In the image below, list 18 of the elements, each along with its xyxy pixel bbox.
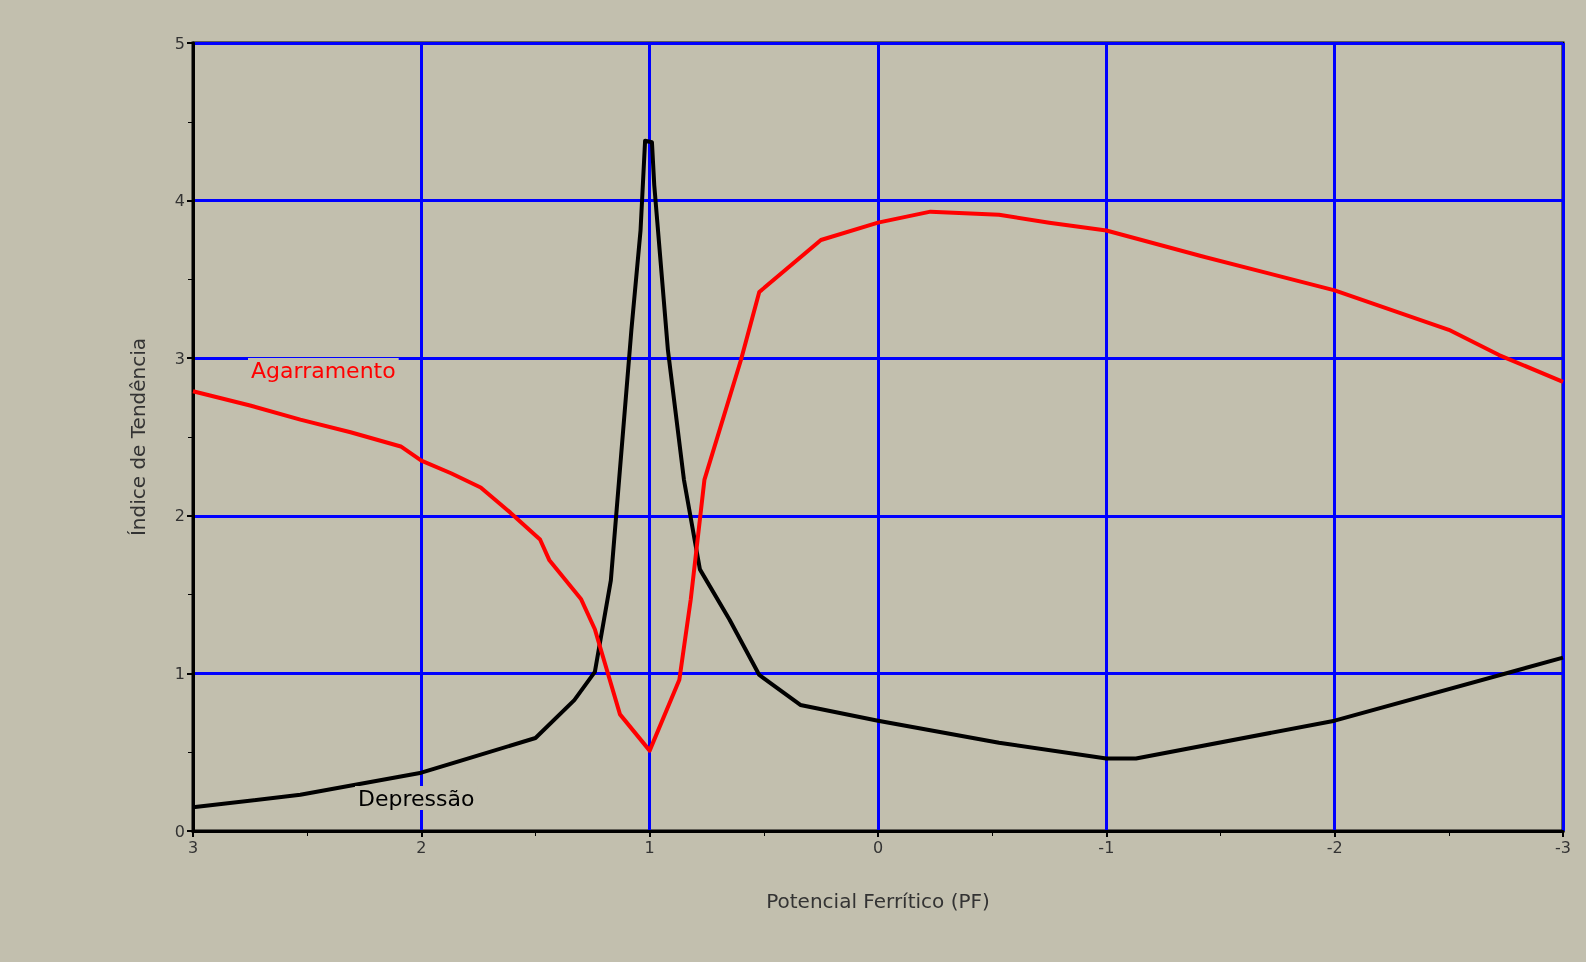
- series-label: Agarramento: [251, 357, 396, 383]
- x-axis-title: Potencial Ferrítico (PF): [766, 889, 990, 913]
- x-tick-label: 1: [644, 837, 655, 857]
- x-tick-label: 0: [872, 837, 884, 857]
- x-tick-label: -2: [1326, 837, 1343, 857]
- y-tick-label: 2: [174, 506, 185, 526]
- y-axis-title: Índice de Tendência: [126, 337, 150, 537]
- line-series: [191, 209, 1565, 753]
- x-tick-label: 2: [416, 837, 427, 857]
- x-tick-label: -3: [1555, 837, 1571, 857]
- y-tick-label: 3: [174, 348, 185, 368]
- series-label: Depressão: [358, 785, 475, 811]
- x-tick-label: 3: [187, 837, 199, 857]
- x-tick-label: -1: [1098, 837, 1115, 857]
- y-tick-label: 4: [174, 191, 185, 211]
- y-tick-label: 5: [174, 33, 185, 53]
- y-tick-label: 0: [174, 821, 185, 841]
- y-tick-label: 1: [174, 663, 185, 683]
